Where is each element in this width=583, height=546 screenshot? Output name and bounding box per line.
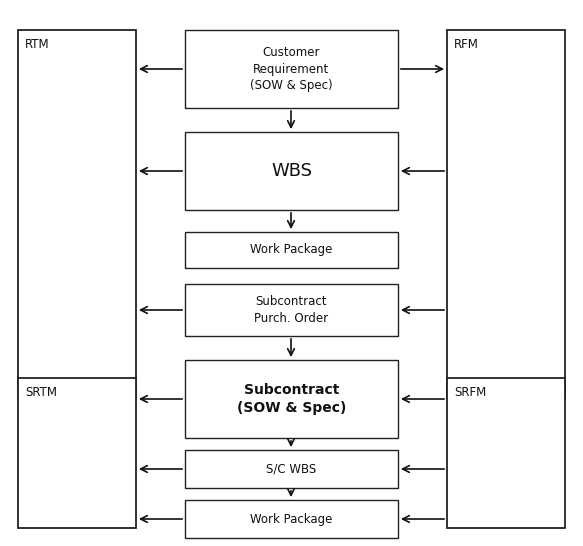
Text: Customer
Requirement
(SOW & Spec): Customer Requirement (SOW & Spec) [250, 45, 333, 92]
Text: Work Package: Work Package [250, 513, 333, 525]
Bar [18, 30, 136, 398]
Bar [185, 30, 398, 108]
Bar [18, 378, 136, 528]
Text: Subcontract
Purch. Order: Subcontract Purch. Order [254, 295, 329, 325]
Text: Work Package: Work Package [250, 244, 333, 257]
Bar [185, 450, 398, 488]
Bar [185, 232, 398, 268]
Text: RTM: RTM [25, 38, 50, 51]
Bar [447, 30, 565, 398]
Bar [447, 378, 565, 528]
Bar [185, 360, 398, 438]
Bar [185, 284, 398, 336]
Text: Subcontract
(SOW & Spec): Subcontract (SOW & Spec) [237, 383, 346, 415]
Text: SRFM: SRFM [454, 386, 486, 399]
Text: WBS: WBS [271, 162, 312, 180]
Text: RFM: RFM [454, 38, 479, 51]
Text: SRTM: SRTM [25, 386, 57, 399]
Text: S/C WBS: S/C WBS [266, 462, 317, 476]
Bar [185, 500, 398, 538]
Bar [185, 132, 398, 210]
